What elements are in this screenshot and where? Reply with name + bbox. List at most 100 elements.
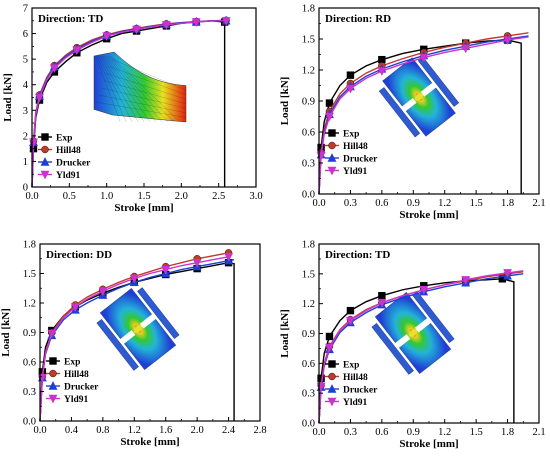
y-tick-label: 6 (23, 29, 28, 40)
data-point (325, 343, 334, 353)
legend-label: Drucker (343, 386, 378, 396)
y-tick-label: 1.5 (302, 269, 315, 280)
data-point (503, 36, 512, 45)
x-tick-label: 0.5 (63, 191, 76, 202)
chart-title: Direction: DD (46, 249, 112, 261)
data-point (461, 276, 471, 285)
data-point (98, 287, 108, 297)
legend: Exp Hill48 Drucker Yld91 (46, 357, 99, 405)
x-axis-label: Stroke [mm] (114, 202, 173, 214)
legend-marker (41, 133, 49, 141)
data-point (192, 258, 202, 268)
legend-marker (48, 381, 58, 390)
legend-label: Drucker (343, 155, 378, 165)
legend-label: Drucker (64, 383, 99, 393)
y-tick-label: 1.2 (302, 66, 315, 77)
data-point (132, 25, 141, 35)
x-tick-label: 0.3 (344, 427, 357, 438)
x-tick-label: 1.5 (470, 427, 483, 438)
legend-label: Yld91 (343, 398, 368, 408)
legend: Exp Hill48 Drucker Yld91 (325, 360, 378, 408)
data-point (419, 286, 429, 295)
data-point (346, 316, 355, 326)
x-tick-label: 0.0 (33, 425, 46, 436)
x-tick-label: 1.6 (159, 425, 172, 436)
y-axis-label: Load [kN] (0, 308, 12, 357)
x-tick-label: 0.0 (312, 427, 325, 438)
y-tick-label: 7 (23, 4, 28, 15)
x-tick-label: 0.9 (407, 198, 420, 209)
legend-label: Drucker (56, 159, 91, 169)
legend-marker (48, 394, 58, 404)
y-tick-label: 1.8 (302, 4, 315, 15)
chart-panel-1: 0.0 0.5 1.0 1.5 2.0 2.5 3.0 0 1 2 3 4 5 6 7 Stroke [mm]… (2, 4, 263, 215)
data-point (377, 298, 387, 308)
legend: Exp Hill48 Drucker Yld91 (38, 133, 91, 181)
legend-marker (327, 153, 337, 162)
legend-label: Hill48 (64, 370, 89, 380)
x-tick-label: 0.4 (65, 425, 79, 436)
y-tick-label: 1 (23, 157, 28, 168)
specimen-insert (96, 287, 180, 371)
x-tick-label: 1.5 (137, 191, 150, 202)
fe-insert (371, 291, 455, 375)
y-tick-label: 1.2 (23, 299, 36, 310)
x-tick-label: 2.1 (532, 198, 545, 209)
legend-marker (49, 357, 57, 365)
y-tick-label: 1.5 (302, 35, 315, 46)
series-line-yld91 (39, 256, 229, 422)
y-tick-label: 0.3 (23, 387, 36, 398)
y-tick-label: 0.6 (23, 358, 36, 369)
x-tick-label: 1.8 (501, 198, 514, 209)
legend-marker (327, 384, 337, 393)
data-point (419, 53, 429, 63)
legend-label: Yld91 (343, 167, 368, 177)
y-tick-label: 0.9 (23, 328, 36, 339)
data-point (346, 71, 355, 79)
y-tick-label: 3 (23, 106, 28, 117)
x-axis-label: Stroke [mm] (399, 438, 458, 450)
data-point (503, 269, 512, 278)
legend-marker (40, 157, 50, 166)
x-tick-label: 1.5 (470, 198, 483, 209)
legend-label: Exp (64, 358, 80, 368)
legend-marker (328, 360, 336, 368)
series-markers-yld91 (316, 269, 512, 392)
x-tick-label: 0.0 (25, 191, 38, 202)
x-tick-label: 2.8 (253, 425, 266, 436)
x-tick-label: 1.2 (438, 427, 451, 438)
data-point (346, 306, 355, 315)
data-point (378, 55, 386, 64)
y-axis-label: Load [kN] (279, 77, 291, 126)
y-tick-label: 0.0 (302, 419, 315, 430)
legend-marker (41, 145, 49, 154)
data-point (461, 44, 471, 54)
chart-title: Direction: TD (325, 249, 390, 261)
x-tick-label: 0.3 (344, 198, 357, 209)
specimen-insert (371, 291, 455, 375)
y-tick-label: 0.3 (302, 159, 315, 170)
series-markers-yld91 (37, 253, 233, 383)
legend-marker (49, 369, 57, 378)
legend-marker (327, 166, 337, 176)
legend-marker (40, 170, 50, 180)
x-tick-label: 3.0 (249, 191, 262, 202)
chart-panel-3: 0.0 0.4 0.8 1.2 1.6 2.0 2.4 2.8 0.0 0.3 0.6 0.9 1.2 1… (0, 240, 267, 449)
x-tick-label: 0.6 (375, 427, 388, 438)
y-axis-label: Load [kN] (2, 73, 14, 122)
y-tick-label: 0.3 (302, 389, 315, 400)
y-tick-label: 0.0 (302, 190, 315, 201)
y-tick-label: 0 (23, 183, 28, 194)
series-markers-yld91 (29, 17, 231, 148)
data-point (129, 274, 139, 284)
legend-label: Hill48 (343, 373, 368, 383)
legend-marker (327, 397, 337, 407)
y-tick-label: 0.9 (302, 329, 315, 340)
y-tick-label: 4 (23, 80, 29, 91)
data-point (161, 265, 171, 275)
legend: Exp Hill48 Drucker Yld91 (325, 129, 378, 177)
legend-label: Exp (343, 361, 359, 371)
x-tick-label: 0.8 (96, 425, 109, 436)
x-tick-label: 2.5 (212, 191, 225, 202)
